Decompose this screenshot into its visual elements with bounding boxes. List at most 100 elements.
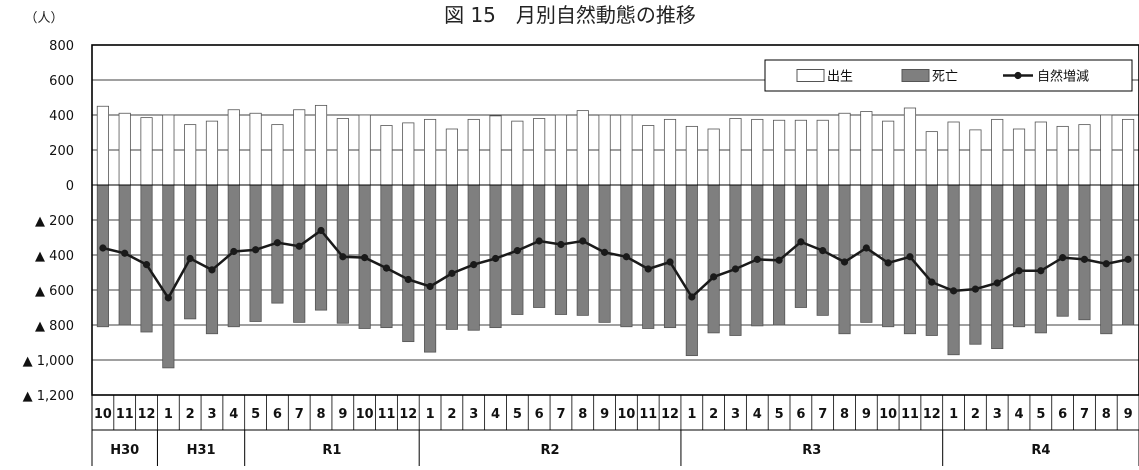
month-label: 7: [1080, 407, 1089, 422]
death-bar: [140, 184, 153, 333]
natural-change-point: [993, 279, 1001, 287]
month-label: 4: [491, 407, 500, 422]
death-bar: [424, 184, 437, 353]
year-label: R4: [1031, 443, 1050, 458]
birth-bar: [947, 121, 960, 186]
month-label: 6: [535, 407, 544, 422]
month-label: 4: [229, 407, 238, 422]
death-bar: [707, 184, 720, 334]
birth-bar: [511, 120, 524, 186]
month-label: 10: [879, 407, 897, 422]
natural-change-point: [688, 293, 696, 301]
y-tick-label: ▲ 800: [35, 319, 74, 334]
year-label: H31: [187, 443, 216, 458]
natural-change-point: [121, 249, 129, 257]
birth-bar: [969, 129, 982, 186]
legend-natural-label: 自然増減: [1037, 69, 1089, 85]
death-bar: [402, 184, 415, 343]
month-label: 1: [164, 407, 173, 422]
natural-change-point: [1037, 267, 1045, 275]
month-label: 2: [447, 407, 456, 422]
natural-change-point: [906, 253, 914, 261]
birth-bar: [184, 124, 197, 186]
legend-death-swatch: [901, 69, 930, 82]
birth-bar: [598, 114, 611, 186]
natural-change-point: [928, 278, 936, 286]
birth-bar: [227, 109, 240, 186]
birth-bar: [271, 124, 284, 186]
natural-change-point: [470, 261, 478, 269]
month-label: 6: [1058, 407, 1067, 422]
year-label: H30: [110, 443, 139, 458]
y-axis-unit: （人）: [24, 11, 63, 26]
birth-bar: [358, 114, 371, 186]
birth-bar: [205, 120, 219, 186]
death-bar: [685, 184, 698, 357]
birth-bar: [314, 104, 328, 186]
birth-bar: [620, 114, 633, 186]
birth-bar: [1012, 128, 1026, 186]
birth-bar: [838, 112, 851, 186]
month-label: 2: [971, 407, 980, 422]
natural-change-point: [426, 282, 434, 291]
death-bar: [969, 184, 982, 345]
month-label: 9: [862, 407, 871, 422]
birth-bar: [1078, 124, 1091, 186]
birth-bar: [467, 118, 480, 186]
month-label: 3: [469, 407, 478, 422]
month-label: 9: [600, 407, 609, 422]
birth-bar: [1034, 121, 1047, 186]
month-label: 9: [338, 407, 347, 422]
natural-change-point: [273, 239, 282, 247]
death-bar: [925, 184, 938, 336]
natural-change-point: [971, 285, 980, 293]
natural-change-point: [142, 261, 151, 269]
natural-change-point: [600, 248, 609, 256]
birth-bar: [293, 109, 306, 186]
y-tick-label: ▲ 200: [35, 214, 74, 229]
birth-bar: [533, 118, 546, 186]
birth-bar: [642, 125, 655, 186]
natural-change-point: [579, 237, 587, 245]
month-label: 4: [1015, 407, 1024, 422]
birth-bar: [903, 107, 917, 186]
natural-change-line: [102, 228, 1129, 301]
birth-bar: [816, 119, 829, 186]
month-label: 2: [709, 407, 718, 422]
month-label: 6: [796, 407, 805, 422]
birth-bar: [336, 118, 349, 186]
month-label: 10: [356, 407, 374, 422]
natural-change-point: [317, 226, 325, 235]
legend-birth-label: 出生: [827, 70, 853, 85]
month-label: 11: [639, 407, 657, 422]
natural-change-point: [710, 273, 718, 281]
month-label: 12: [923, 407, 941, 422]
birth-bar: [576, 110, 589, 186]
month-label: 8: [840, 407, 849, 422]
natural-change-point: [731, 265, 740, 273]
natural-change-point: [208, 266, 216, 274]
birth-bar: [1056, 125, 1069, 186]
birth-bar: [663, 118, 677, 186]
y-tick-label: 800: [49, 39, 74, 54]
birth-bar: [140, 117, 153, 186]
natural-change-point: [949, 287, 958, 295]
natural-change-point: [251, 246, 260, 254]
month-label: 1: [949, 407, 958, 422]
death-bar: [205, 184, 219, 335]
month-label: 11: [116, 407, 134, 422]
death-bar: [1078, 184, 1091, 321]
death-bar: [1012, 184, 1026, 328]
year-label: R1: [322, 443, 341, 458]
month-label: 12: [138, 407, 156, 422]
natural-change-point: [819, 247, 827, 255]
month-label: 7: [818, 407, 827, 422]
death-bar: [642, 184, 655, 329]
natural-change-point: [753, 255, 761, 263]
month-label: 11: [378, 407, 396, 422]
natural-change-point: [186, 254, 194, 263]
legend-box: [764, 59, 1133, 92]
month-label: 1: [426, 407, 435, 422]
natural-change-point: [1080, 255, 1089, 263]
natural-change-point: [1059, 254, 1067, 262]
